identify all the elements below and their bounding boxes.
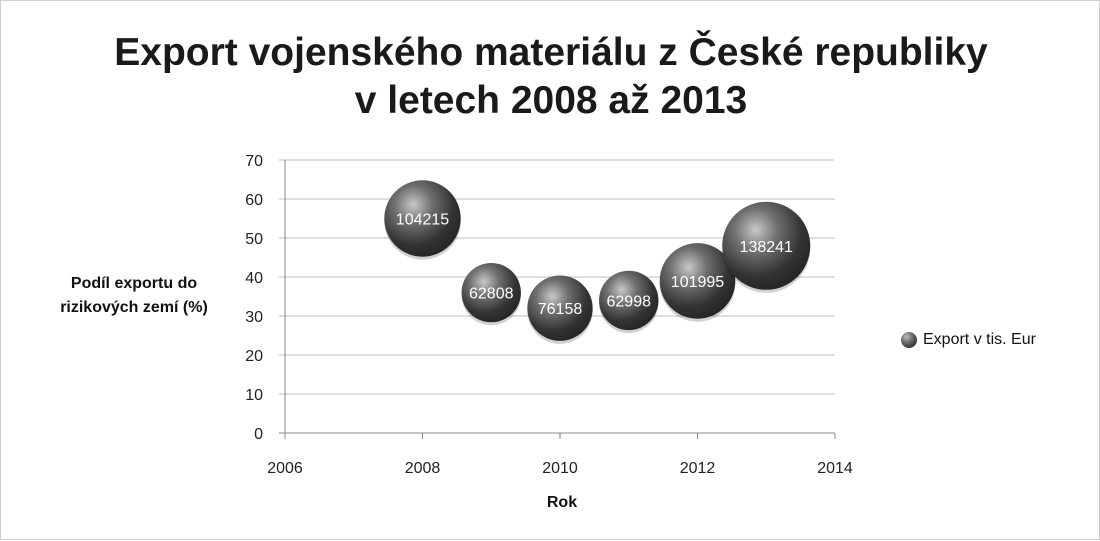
legend-marker-icon <box>901 332 917 348</box>
y-tick-label: 20 <box>245 348 263 365</box>
bubbles: 104215 62808 76158 62998 101995 138241 <box>384 180 811 344</box>
bubble-data-label: 104215 <box>396 212 449 229</box>
x-tick-label: 2010 <box>542 460 578 477</box>
y-tick-label: 40 <box>245 270 263 287</box>
y-tick-label: 60 <box>245 192 263 209</box>
y-tick-label: 10 <box>245 387 263 404</box>
legend: Export v tis. Eur <box>901 331 1036 349</box>
bubble-data-label: 62998 <box>607 293 652 310</box>
bubble-point <box>599 270 659 331</box>
y-tick-label: 30 <box>245 309 263 326</box>
bubble-point <box>659 243 736 319</box>
y-tick-label: 0 <box>254 426 263 443</box>
x-axis-label: Rok <box>546 494 578 511</box>
legend-label: Export v tis. Eur <box>923 331 1036 348</box>
bubble-data-label: 101995 <box>671 274 724 291</box>
y-axis-label: Podíl exportu do rizikových zemí (%) <box>29 272 239 320</box>
chart-title-line-2: v letech 2008 až 2013 <box>354 79 748 122</box>
axes: 0 10 20 30 40 50 60 70 2006 2008 2010 2012 2014 <box>245 153 853 477</box>
x-tick-label: 2006 <box>267 460 303 477</box>
bubble-point <box>461 262 521 323</box>
y-axis-label-line-2: rizikových zemí (%) <box>60 299 208 316</box>
x-tick-label: 2014 <box>817 460 853 477</box>
gridlines <box>279 159 835 434</box>
y-tick-label: 70 <box>245 153 263 170</box>
bubble-point <box>722 201 811 290</box>
bubble-data-label: 138241 <box>740 239 793 256</box>
bubble-data-label: 62808 <box>469 286 514 303</box>
chart-title: Export vojenského materiálu z České repu… <box>1 29 1100 125</box>
chart-title-line-1: Export vojenského materiálu z České repu… <box>114 31 988 74</box>
y-axis-label-line-1: Podíl exportu do <box>70 275 198 292</box>
x-tick-label: 2008 <box>405 460 441 477</box>
bubble-data-label: 76158 <box>538 301 583 318</box>
bubble-point <box>527 275 593 341</box>
y-tick-label: 50 <box>245 231 263 248</box>
bubble-point <box>384 180 461 257</box>
x-tick-label: 2012 <box>680 460 716 477</box>
